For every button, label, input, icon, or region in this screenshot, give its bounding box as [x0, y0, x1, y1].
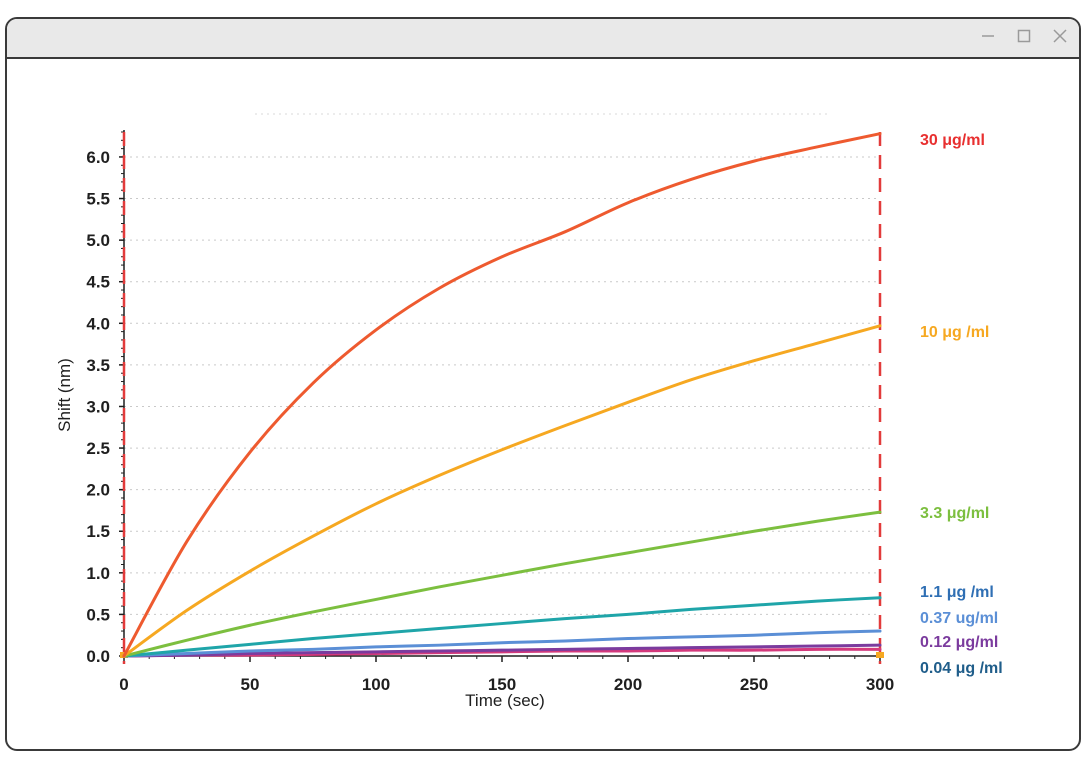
maximize-icon[interactable] [1013, 25, 1035, 47]
y-tick-label: 4.5 [86, 273, 110, 292]
series-label: 10 μg /ml [920, 324, 989, 341]
x-axis-label: Time (sec) [465, 691, 545, 710]
reference-marker [876, 652, 884, 658]
tick-labels: 0.0 0.5 1.0 1.5 2.0 2.5 3.0 3.5 4.0 4.5 5.0 5.5 6.0 0… [86, 148, 894, 694]
series-label: 1.1 μg /ml [920, 584, 994, 601]
x-tick-label: 250 [740, 675, 768, 694]
y-tick-label: 2.5 [86, 439, 110, 458]
series-line [122, 132, 882, 658]
series-label: 3.3 μg/ml [920, 505, 989, 522]
y-tick-label: 0.5 [86, 605, 110, 624]
title-bar [7, 19, 1079, 59]
series-line [122, 643, 882, 658]
series-line [122, 510, 882, 658]
y-tick-label: 1.0 [86, 564, 110, 583]
series-line [122, 647, 882, 658]
series-lines [122, 132, 882, 658]
x-tick-label: 0 [119, 675, 128, 694]
y-tick-label: 2.0 [86, 481, 110, 500]
x-tick-label: 150 [488, 675, 516, 694]
y-axis-label: Shift (nm) [55, 358, 74, 432]
series-line [122, 629, 882, 658]
y-tick-label: 1.5 [86, 522, 110, 541]
y-tick-label: 0.0 [86, 647, 110, 666]
series-label: 0.12 μg/ml [920, 634, 998, 651]
x-tick-label: 50 [241, 675, 260, 694]
x-tick-label: 300 [866, 675, 894, 694]
minimize-icon[interactable] [977, 25, 999, 47]
series-labels: 30 μg/ml 10 μg /ml 3.3 μg/ml 1.1 μg /ml 0.37… [920, 132, 1003, 677]
window-controls [977, 25, 1071, 47]
series-line [122, 324, 882, 658]
y-tick-label: 5.0 [86, 231, 110, 250]
reference-lines [120, 132, 884, 664]
series-label: 30 μg/ml [920, 132, 985, 149]
y-tick-label: 3.0 [86, 397, 110, 416]
series-line [122, 596, 882, 658]
y-tick-label: 4.0 [86, 314, 110, 333]
y-tick-label: 3.5 [86, 356, 110, 375]
app-window [5, 17, 1081, 751]
series-label: 0.04 μg /ml [920, 660, 1003, 677]
x-tick-label: 200 [614, 675, 642, 694]
x-tick-label: 100 [362, 675, 390, 694]
y-tick-label: 5.5 [86, 190, 110, 209]
close-icon[interactable] [1049, 25, 1071, 47]
gridlines [124, 113, 880, 615]
series-label: 0.37 ug/ml [920, 610, 998, 627]
y-tick-label: 6.0 [86, 148, 110, 167]
